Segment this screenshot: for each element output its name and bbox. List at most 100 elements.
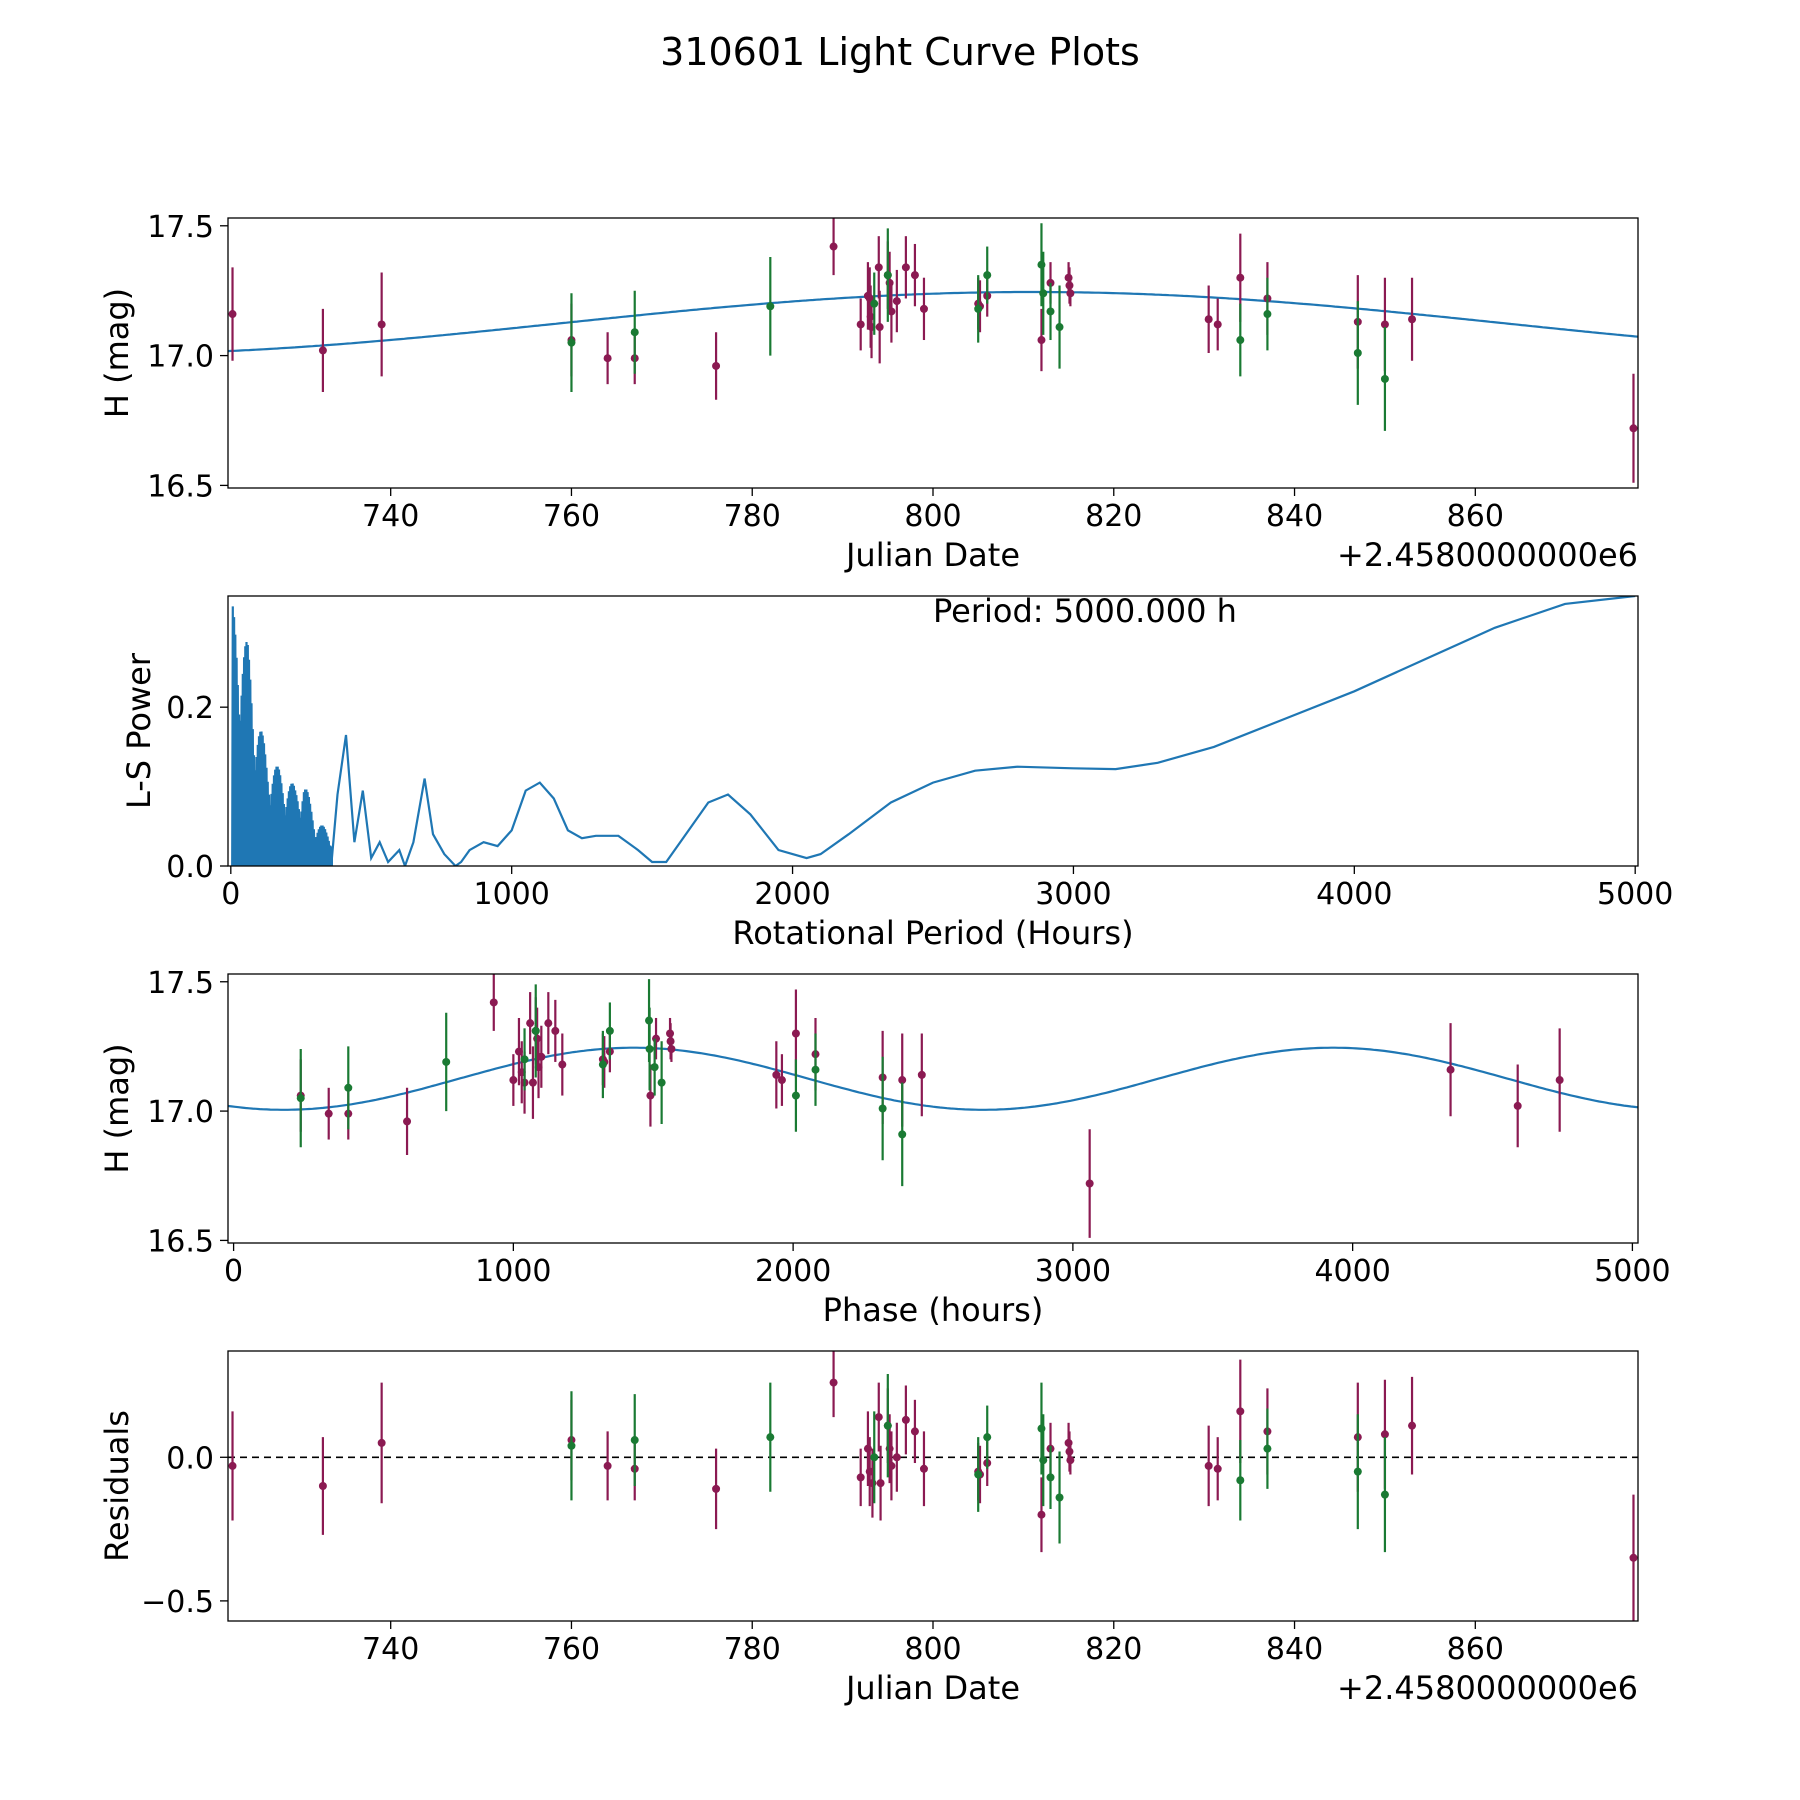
lightcurve-data-point — [887, 307, 896, 316]
residuals-data-point — [1629, 1553, 1638, 1562]
phased-data-point — [537, 1052, 546, 1061]
lightcurve-data-point — [883, 271, 892, 280]
phased-xtick-label: 1000 — [475, 1254, 551, 1289]
phased-data-point — [558, 1060, 567, 1069]
phased-data-point — [645, 1045, 654, 1054]
residuals-data-point — [1066, 1456, 1075, 1465]
phased-data-point — [878, 1104, 887, 1113]
phased-plot-area — [228, 974, 1638, 1238]
phased-data-point — [898, 1130, 907, 1139]
residuals-data-point — [1204, 1461, 1213, 1470]
residuals-axes-frame — [227, 1350, 1639, 1622]
phased-data-point — [1446, 1065, 1455, 1074]
residuals-data-point — [1055, 1493, 1064, 1502]
periodogram-axes-frame — [227, 595, 1639, 867]
lightcurve-data-point — [1629, 424, 1638, 433]
lightcurve-data-point — [1380, 320, 1389, 329]
lightcurve-data-point — [1236, 336, 1245, 345]
phased-data-point — [791, 1091, 800, 1100]
phased-ylabel: H (mag) — [98, 1043, 136, 1173]
phased-data-point — [544, 1019, 553, 1028]
phased-data-point — [344, 1083, 353, 1092]
phased-xtick-label: 2000 — [755, 1254, 831, 1289]
phased-axes-frame — [227, 973, 1639, 1244]
residuals-data-point — [887, 1461, 896, 1470]
phased-data-point — [533, 1034, 542, 1043]
lightcurve-data-point — [856, 320, 865, 329]
lightcurve-ytick-label: 17.5 — [147, 210, 214, 245]
lightcurve-data-point — [875, 323, 884, 332]
lightcurve-data-point — [1046, 307, 1055, 316]
lightcurve-plot-area — [228, 218, 1638, 483]
residuals-data-point — [630, 1436, 639, 1445]
lightcurve-data-point — [901, 263, 910, 272]
phased-data-point — [1555, 1076, 1564, 1085]
residuals-data-point — [1380, 1490, 1389, 1499]
phased-data-point — [442, 1057, 451, 1066]
phased-data-point — [646, 1091, 655, 1100]
phased-xtick-label: 5000 — [1594, 1254, 1670, 1289]
phased-data-point — [551, 1026, 560, 1035]
periodogram-ylabel: L-S Power — [120, 652, 158, 809]
residuals-data-point — [377, 1438, 386, 1447]
phased-data-point — [772, 1070, 781, 1079]
lightcurve-ytick-label: 16.5 — [147, 469, 214, 504]
lightcurve-data-point — [1408, 315, 1417, 324]
lightcurve-data-point — [228, 310, 237, 319]
residuals-data-point — [1213, 1464, 1222, 1473]
residuals-data-point — [1408, 1421, 1417, 1430]
phased-xtick-label: 4000 — [1314, 1254, 1390, 1289]
residuals-xtick-label: 740 — [362, 1632, 419, 1667]
phased-data-point — [811, 1065, 820, 1074]
residuals-data-point — [892, 1453, 901, 1462]
phased-xtick-label: 0 — [224, 1254, 243, 1289]
residuals-data-point — [883, 1421, 892, 1430]
periodogram-plot-area — [231, 596, 1636, 866]
periodogram-xtick-label: 0 — [221, 877, 240, 912]
residuals-offset-text: +2.4580000000e6 — [1337, 1669, 1638, 1707]
periodogram-xtick-label: 4000 — [1316, 877, 1392, 912]
lightcurve-data-point — [870, 299, 879, 308]
lightcurve-axes-frame — [227, 217, 1639, 489]
residuals-data-point — [1353, 1467, 1362, 1476]
periodogram-xtick-label: 5000 — [1597, 877, 1673, 912]
residuals-data-point — [1263, 1444, 1272, 1453]
lightcurve-xtick-label: 800 — [904, 499, 961, 534]
lightcurve-data-point — [1353, 349, 1362, 357]
phased-data-point — [777, 1076, 786, 1085]
periodogram-xtick-label: 1000 — [474, 877, 550, 912]
lightcurve-data-point — [1055, 323, 1064, 332]
phased-data-point — [791, 1029, 800, 1038]
lightcurve-xtick-label: 840 — [1266, 499, 1323, 534]
lightcurve-offset-text: +2.4580000000e6 — [1337, 536, 1638, 574]
phased-data-point — [917, 1070, 926, 1079]
residuals-panel: 740 760 780 800 820 840 860 −0.5 0.0 Julian Date R… — [98, 1350, 1639, 1707]
periodogram-xlabel: Rotational Period (Hours) — [732, 914, 1133, 952]
residuals-data-point — [870, 1453, 879, 1462]
phased-data-point — [650, 1063, 659, 1072]
residuals-data-point — [983, 1433, 992, 1442]
lightcurve-ylabel: H (mag) — [98, 288, 136, 418]
lightcurve-data-point — [1380, 374, 1389, 383]
residuals-data-point — [876, 1479, 885, 1488]
residuals-ytick-label: 0.0 — [166, 1441, 214, 1476]
periodogram-panel: Period: 5000.000 h 0 1000 2000 3000 4000 5000 0… — [120, 592, 1673, 952]
phased-ytick-label: 17.5 — [147, 966, 214, 1001]
figure-title: 310601 Light Curve Plots — [660, 30, 1140, 74]
lightcurve-data-point — [974, 304, 983, 313]
residuals-data-point — [829, 1378, 838, 1387]
residuals-data-point — [318, 1482, 327, 1490]
lightcurve-data-point — [1066, 289, 1075, 298]
residuals-data-point — [1380, 1430, 1389, 1439]
phased-data-point — [1513, 1101, 1522, 1110]
residuals-xtick-label: 780 — [724, 1632, 781, 1667]
lightcurve-data-point — [1213, 320, 1222, 329]
lightcurve-data-point — [1039, 289, 1048, 298]
lightcurve-panel: 740 760 780 800 820 840 860 16.5 17.0 17.5 Julian … — [98, 210, 1639, 574]
residuals-xtick-label: 820 — [1085, 1632, 1142, 1667]
phased-data-point — [520, 1055, 529, 1064]
residuals-xtick-label: 760 — [543, 1632, 600, 1667]
residuals-xtick-label: 860 — [1447, 1632, 1504, 1667]
lightcurve-xtick-label: 860 — [1447, 499, 1504, 534]
